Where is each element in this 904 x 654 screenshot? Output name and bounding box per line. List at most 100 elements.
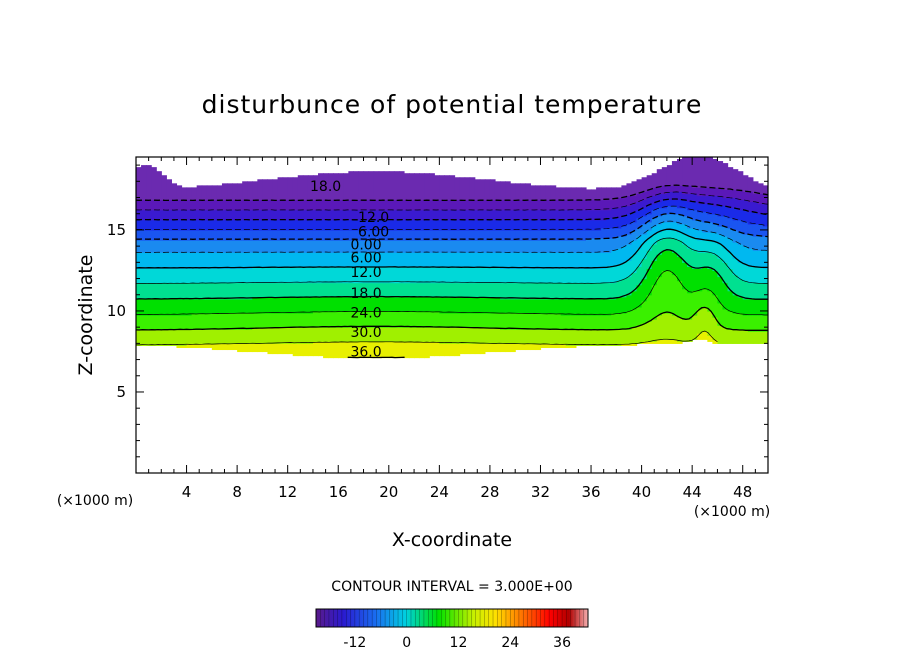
contour-band-cell	[540, 252, 547, 270]
contour-band-cell	[712, 294, 719, 318]
contour-band-cell	[257, 240, 263, 253]
contour-band-cell	[666, 221, 673, 231]
contour-label: 12.0	[350, 265, 381, 281]
contour-band-cell	[403, 282, 410, 298]
contour-band-cell	[201, 185, 208, 201]
contour-band-cell	[388, 296, 395, 312]
contour-band-cell	[651, 260, 658, 286]
contour-band-cell	[348, 209, 355, 221]
contour-band-cell	[181, 345, 188, 349]
contour-band-cell	[358, 282, 365, 298]
contour-band-cell	[702, 252, 708, 267]
contour-band-cell	[434, 252, 440, 267]
contour-band-cell	[439, 266, 446, 284]
contour-band-cell	[560, 187, 567, 201]
contour-band-cell	[161, 175, 167, 201]
contour-band-cell	[252, 181, 258, 201]
contour-band-cell	[747, 223, 754, 235]
contour-band-cell	[353, 209, 360, 221]
contour-band-cell	[242, 329, 248, 344]
contour-band-cell	[742, 199, 749, 211]
contour-band-cell	[768, 226, 774, 237]
contour-band-cell	[666, 165, 673, 186]
contour-band-cell	[348, 171, 355, 201]
contour-band-cell	[580, 240, 587, 253]
contour-band-cell	[596, 268, 602, 284]
contour-band-cell	[727, 227, 734, 239]
contour-band-cell	[181, 298, 188, 316]
contour-band-cell	[510, 240, 516, 253]
contour-band-cell	[661, 221, 668, 231]
contour-band-cell	[211, 240, 218, 253]
contour-band-cell	[287, 282, 294, 298]
contour-band-cell	[434, 282, 440, 298]
contour-band-cell	[530, 343, 537, 351]
contour-band-cell	[762, 203, 768, 215]
contour-band-cell	[540, 209, 547, 221]
contour-band-cell	[318, 209, 324, 221]
contour-band-cell	[373, 219, 380, 231]
contour-band-cell	[257, 296, 263, 314]
contour-band-cell	[611, 207, 617, 219]
contour-band-cell	[469, 282, 476, 298]
contour-band-cell	[484, 327, 491, 344]
contour-band-cell	[312, 219, 319, 231]
contour-band-cell	[419, 199, 425, 211]
contour-band-cell	[768, 216, 774, 227]
contour-band-cell	[596, 282, 602, 300]
contour-band-cell	[211, 229, 218, 241]
contour-band-cell	[216, 219, 223, 231]
contour-band-cell	[742, 209, 749, 223]
contour-band-cell	[692, 238, 698, 251]
contour-band-cell	[606, 187, 612, 201]
contour-band-cell	[419, 266, 425, 284]
contour-band-cell	[651, 244, 658, 261]
contour-band-cell	[383, 266, 390, 284]
contour-band-cell	[611, 217, 617, 229]
contour-band-cell	[636, 306, 643, 326]
contour-band-cell	[666, 213, 673, 223]
contour-band-cell	[727, 217, 734, 229]
contour-band-cell	[444, 266, 451, 284]
x-tick-label: 40	[632, 483, 651, 501]
contour-band-cell	[505, 282, 511, 300]
contour-band-cell	[368, 266, 375, 284]
contour-band-cell	[262, 229, 269, 241]
contour-band-cell	[500, 199, 506, 211]
contour-band-cell	[474, 282, 481, 298]
contour-band-cell	[232, 209, 238, 221]
contour-band-cell	[146, 315, 152, 330]
contour-band-cell	[227, 240, 233, 253]
contour-band-cell	[424, 310, 430, 328]
contour-band-cell	[166, 252, 172, 270]
contour-band-cell	[555, 219, 562, 231]
contour-band-cell	[661, 207, 668, 215]
contour-band-cell	[570, 315, 577, 330]
contour-band-cell	[494, 199, 501, 211]
contour-band-cell	[550, 199, 557, 211]
contour-band-cell	[409, 327, 415, 342]
contour-band-cell	[656, 169, 663, 188]
contour-band-cell	[651, 203, 658, 211]
contour-band-cell	[378, 229, 385, 241]
contour-band-cell	[252, 219, 258, 231]
contour-band-cell	[479, 229, 486, 241]
contour-band-cell	[621, 246, 628, 263]
contour-band-cell	[454, 312, 461, 328]
contour-band-cell	[464, 296, 471, 314]
contour-band-cell	[601, 282, 607, 300]
contour-band-cell	[611, 282, 617, 300]
contour-band-cell	[328, 209, 334, 221]
contour-band-cell	[378, 296, 385, 312]
contour-band-cell	[712, 195, 719, 207]
contour-band-cell	[191, 187, 198, 201]
contour-band-cell	[575, 219, 582, 231]
contour-band-cell	[378, 219, 385, 231]
contour-band-cell	[550, 240, 557, 253]
contour-band-cell	[186, 329, 193, 344]
contour-band-cell	[277, 252, 284, 267]
contour-band-cell	[196, 282, 203, 300]
contour-band-cell	[575, 329, 582, 346]
contour-band-cell	[343, 209, 349, 221]
contour-band-cell	[247, 199, 253, 211]
